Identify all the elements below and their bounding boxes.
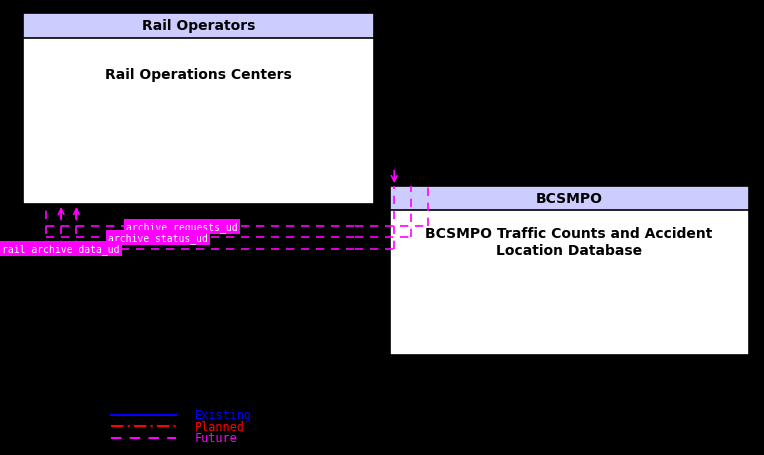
Text: archive status_ud: archive status_ud <box>108 233 209 243</box>
Bar <box>390 187 749 355</box>
Text: Planned: Planned <box>195 420 244 433</box>
Text: Existing: Existing <box>195 409 252 421</box>
Text: Rail Operations Centers: Rail Operations Centers <box>105 68 292 82</box>
Bar <box>23 14 374 205</box>
Text: Rail Operators: Rail Operators <box>142 19 255 33</box>
Bar <box>390 187 749 210</box>
Text: archive requests_ud: archive requests_ud <box>126 221 238 232</box>
Text: BCSMPO Traffic Counts and Accident
Location Database: BCSMPO Traffic Counts and Accident Locat… <box>426 227 713 257</box>
Text: rail archive data_ud: rail archive data_ud <box>2 244 120 255</box>
Bar <box>23 14 374 39</box>
Text: BCSMPO: BCSMPO <box>536 192 603 205</box>
Text: Future: Future <box>195 431 238 444</box>
